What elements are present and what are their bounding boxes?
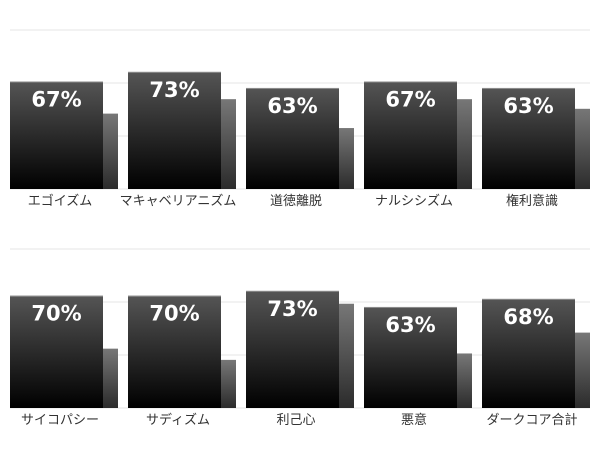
bar-secondary [339,128,354,189]
category-label: ナルシシズム [375,193,453,209]
bar-primary [128,295,221,408]
bar-primary [10,295,103,408]
data-label: 73% [267,297,317,321]
bar-primary [10,81,103,189]
data-label: 67% [31,88,81,112]
category-label: 利己心 [276,413,315,428]
bar-secondary [575,108,590,189]
category-label: 権利意識 [506,193,558,209]
chart-panel-1: 67% エゴイズム 73% マキャベリアニズム 63% 道徳離脱 67% ナルシシズム 63% 権… [10,29,590,209]
category-label: サイコパシー [21,413,99,428]
bar-primary [364,81,457,189]
data-label: 73% [149,78,199,102]
data-label: 70% [31,302,81,326]
bar-secondary [339,303,354,408]
bar-secondary [221,359,236,408]
bar-secondary [457,99,472,189]
bar-secondary [221,99,236,189]
data-label: 67% [385,88,435,112]
data-label: 63% [503,94,553,118]
data-label: 70% [149,302,199,326]
bar-secondary [103,348,118,408]
data-label: 63% [267,94,317,118]
chart-panel-2: 70% サイコパシー 70% サディズム 73% 利己心 63% 悪意 68% ダークコア合計 [10,248,590,428]
category-label: 道徳離脱 [270,194,322,209]
category-label: エゴイズム [28,193,93,209]
bar-primary [246,87,339,189]
bar-secondary [575,332,590,408]
category-label: サディズム [146,412,210,428]
bar-primary [364,306,457,408]
category-label: マキャベリアニズム [120,193,237,209]
category-label: ダークコア合計 [486,412,577,428]
data-label: 68% [503,305,553,329]
bar-secondary [103,113,118,189]
bar-secondary [457,353,472,408]
bar-primary [128,71,221,189]
bar-primary [482,87,575,189]
category-label: 悪意 [401,412,427,428]
bar-primary [246,290,339,408]
data-label: 63% [385,313,435,337]
bar-primary [482,298,575,408]
